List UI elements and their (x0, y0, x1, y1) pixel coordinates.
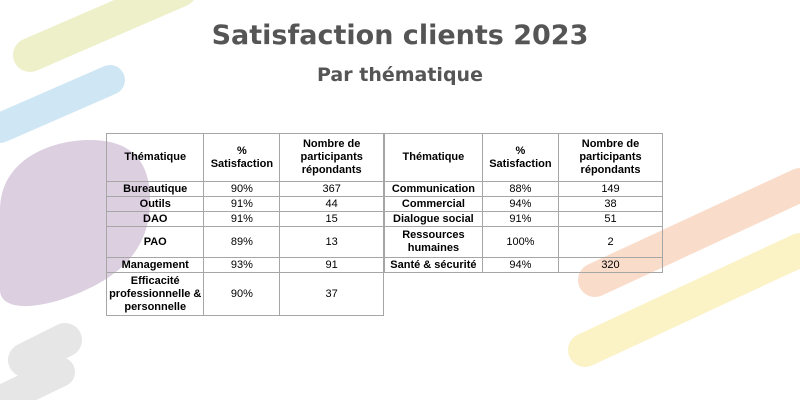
table-row: PAO 89% 13 (105, 226, 384, 258)
table-row: Management 93% 91 (105, 257, 384, 273)
row-theme: Ressources humaines (384, 226, 483, 258)
table-header-row: Thématique % Satisfaction Nombre de part… (105, 133, 384, 182)
row-satisfaction: 90% (203, 181, 281, 197)
satisfaction-table-left: Thématique % Satisfaction Nombre de part… (105, 133, 384, 316)
page-subtitle: Par thématique (317, 64, 483, 86)
table-row: Bureautique 90% 367 (105, 181, 384, 197)
row-satisfaction: 88% (481, 181, 560, 197)
header-theme: Thématique (384, 133, 483, 182)
row-satisfaction: 91% (203, 196, 281, 212)
table-header-row: Thématique % Satisfaction Nombre de part… (384, 133, 663, 182)
row-participants: 13 (279, 226, 384, 258)
row-satisfaction: 94% (481, 257, 560, 273)
row-participants: 44 (279, 196, 384, 212)
row-participants: 149 (558, 181, 663, 197)
header-satisfaction: % Satisfaction (203, 133, 281, 182)
row-satisfaction: 91% (481, 211, 560, 227)
row-theme: Dialogue social (384, 211, 483, 227)
row-participants: 37 (279, 272, 384, 316)
header-participants: Nombre de participants répondants (558, 133, 663, 182)
row-theme: Bureautique (105, 181, 205, 197)
row-participants: 38 (558, 196, 663, 212)
table-row: Ressources humaines 100% 2 (384, 226, 663, 258)
row-participants: 91 (279, 257, 384, 273)
row-participants: 320 (558, 257, 663, 273)
row-participants: 15 (279, 211, 384, 227)
table-row: DAO 91% 15 (105, 211, 384, 227)
row-participants: 367 (279, 181, 384, 197)
row-theme: Santé & sécurité (384, 257, 483, 273)
table-row: Santé & sécurité 94% 320 (384, 257, 663, 273)
table-row: Dialogue social 91% 51 (384, 211, 663, 227)
row-satisfaction: 89% (203, 226, 281, 258)
row-theme: Communication (384, 181, 483, 197)
row-satisfaction: 94% (481, 196, 560, 212)
row-satisfaction: 100% (481, 226, 560, 258)
row-satisfaction: 93% (203, 257, 281, 273)
row-theme: PAO (105, 226, 205, 258)
row-theme: Management (105, 257, 205, 273)
table-row: Communication 88% 149 (384, 181, 663, 197)
table-row: Efficacité professionnelle & personnelle… (105, 272, 384, 316)
row-participants: 51 (558, 211, 663, 227)
header-satisfaction: % Satisfaction (481, 133, 560, 182)
row-satisfaction: 91% (203, 211, 281, 227)
row-theme: DAO (105, 211, 205, 227)
page-title: Satisfaction clients 2023 (211, 20, 589, 51)
row-theme: Outils (105, 196, 205, 212)
header-theme: Thématique (105, 133, 205, 182)
satisfaction-table-right: Thématique % Satisfaction Nombre de part… (384, 133, 663, 273)
row-theme: Commercial (384, 196, 483, 212)
table-row: Outils 91% 44 (105, 196, 384, 212)
row-theme: Efficacité professionnelle & personnelle (105, 272, 205, 316)
row-participants: 2 (558, 226, 663, 258)
table-row: Commercial 94% 38 (384, 196, 663, 212)
row-satisfaction: 90% (203, 272, 281, 316)
header-participants: Nombre de participants répondants (279, 133, 384, 182)
